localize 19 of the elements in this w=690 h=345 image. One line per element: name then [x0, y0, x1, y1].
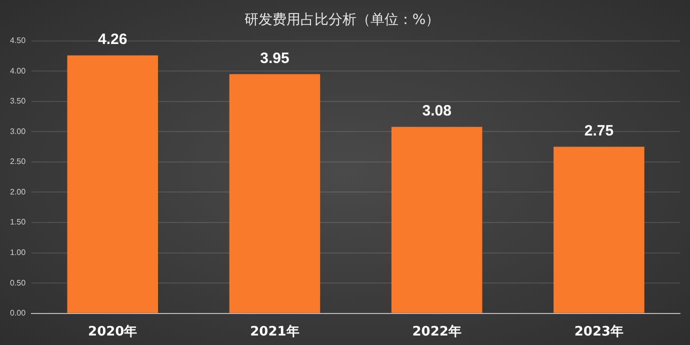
y-tick-label: 4.00 — [10, 66, 26, 76]
y-tick-label: 4.50 — [10, 36, 26, 46]
data-label: 2.75 — [584, 122, 614, 140]
y-tick-label: 1.50 — [10, 218, 26, 227]
y-tick-label: 0.00 — [10, 308, 26, 318]
data-label: 4.26 — [98, 30, 128, 48]
y-tick-label: 2.00 — [10, 187, 26, 196]
y-tick-label: 1.00 — [10, 248, 26, 258]
y-tick-label: 3.50 — [10, 96, 26, 106]
data-label: 3.08 — [422, 102, 452, 120]
chart-title: 研发费用占比分析（单位：%） — [244, 12, 440, 28]
y-tick-label: 2.50 — [10, 157, 26, 166]
y-tick-label: 0.50 — [10, 278, 26, 288]
y-tick-label: 3.00 — [10, 126, 26, 136]
x-tick-label: 2020年 — [88, 324, 138, 340]
data-label: 3.95 — [260, 50, 290, 67]
x-tick-label: 2022年 — [412, 324, 462, 340]
x-tick-label: 2021年 — [250, 324, 300, 340]
x-tick-label: 2023年 — [574, 324, 624, 340]
